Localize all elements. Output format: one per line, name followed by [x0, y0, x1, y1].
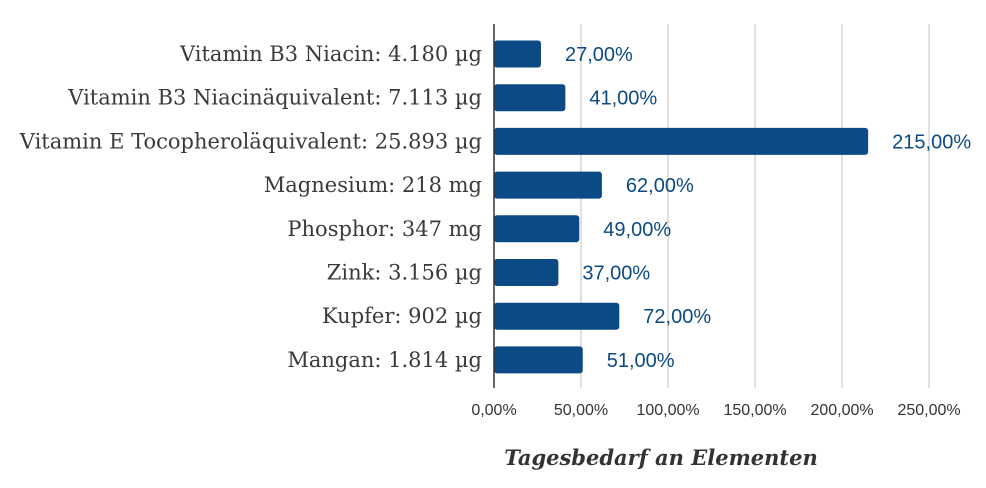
x-tick-label: 100,00%	[636, 402, 699, 419]
category-label: Magnesium: 218 mg	[264, 173, 482, 197]
data-label: 62,00%	[626, 175, 694, 197]
x-tick-label: 200,00%	[810, 402, 873, 419]
category-label: Zink: 3.156 µg	[327, 261, 482, 285]
x-tick-label: 250,00%	[897, 402, 960, 419]
category-labels: Vitamin B3 Niacin: 4.180 µg Vitamin B3 Ni…	[19, 42, 482, 372]
category-label: Vitamin E Tocopheroläquivalent: 25.893 µ…	[19, 129, 482, 153]
bar	[494, 215, 580, 243]
bar	[494, 346, 583, 374]
gridlines	[580, 24, 930, 388]
bar	[494, 127, 869, 155]
x-axis-title: Tagesbedarf an Elementen	[504, 445, 818, 470]
data-label: 27,00%	[565, 44, 633, 66]
data-labels: 27,00% 41,00% 215,00% 62,00% 49,00% 37,00% 72,…	[565, 44, 971, 372]
category-label: Phosphor: 347 mg	[287, 217, 482, 241]
data-label: 37,00%	[582, 263, 650, 285]
category-label: Vitamin B3 Niacin: 4.180 µg	[179, 42, 482, 66]
bar	[494, 259, 559, 286]
bar	[494, 171, 602, 199]
x-tick-label: 50,00%	[554, 402, 608, 419]
data-label: 51,00%	[607, 350, 675, 372]
category-label: Kupfer: 902 µg	[322, 304, 482, 328]
x-tick-label: 0,00%	[471, 402, 516, 419]
bar	[494, 302, 620, 330]
data-label: 49,00%	[603, 219, 671, 241]
bar	[494, 40, 541, 68]
category-label: Mangan: 1.814 µg	[287, 348, 482, 372]
data-label: 215,00%	[892, 131, 971, 153]
data-label: 41,00%	[589, 88, 657, 110]
x-tick-label: 150,00%	[723, 402, 786, 419]
bars	[494, 40, 869, 374]
bar	[494, 84, 566, 112]
category-label: Vitamin B3 Niacinäquivalent: 7.113 µg	[67, 86, 482, 110]
data-label: 72,00%	[643, 306, 711, 328]
x-tick-labels: 0,00% 50,00% 100,00% 150,00% 200,00% 250,00%	[471, 402, 960, 419]
